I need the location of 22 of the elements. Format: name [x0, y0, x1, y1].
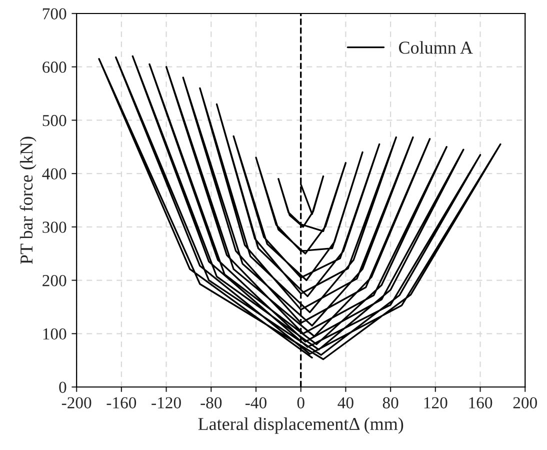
- x-tick-label: 160: [469, 397, 492, 408]
- y-tick-label: 200: [42, 274, 66, 286]
- x-tick-label: 200: [513, 397, 537, 408]
- x-tick-label: -120: [152, 397, 181, 408]
- x-tick-label: -200: [62, 397, 92, 408]
- y-tick-label: 600: [42, 62, 66, 73]
- y-tick-label: 500: [42, 114, 66, 126]
- x-tick-label: -40: [246, 397, 266, 408]
- x-tick-label: 80: [382, 397, 398, 408]
- y-tick-label: 700: [42, 8, 66, 20]
- y-axis-title: PT bar force (kN): [20, 136, 36, 264]
- x-tick-label: -80: [200, 397, 222, 408]
- x-tick-label: 0: [297, 397, 304, 408]
- x-tick-label: -160: [106, 397, 136, 408]
- y-tick-label: 100: [43, 328, 66, 340]
- x-axis-title: Lateral displacementΔ (mm): [198, 417, 404, 434]
- y-tick-label: 0: [59, 382, 66, 393]
- x-tick-label: 120: [424, 397, 448, 408]
- x-tick-label: 40: [338, 397, 354, 408]
- y-tick-label: 400: [42, 168, 66, 180]
- y-tick-label: 300: [42, 222, 66, 233]
- legend-label: Column A: [398, 41, 473, 54]
